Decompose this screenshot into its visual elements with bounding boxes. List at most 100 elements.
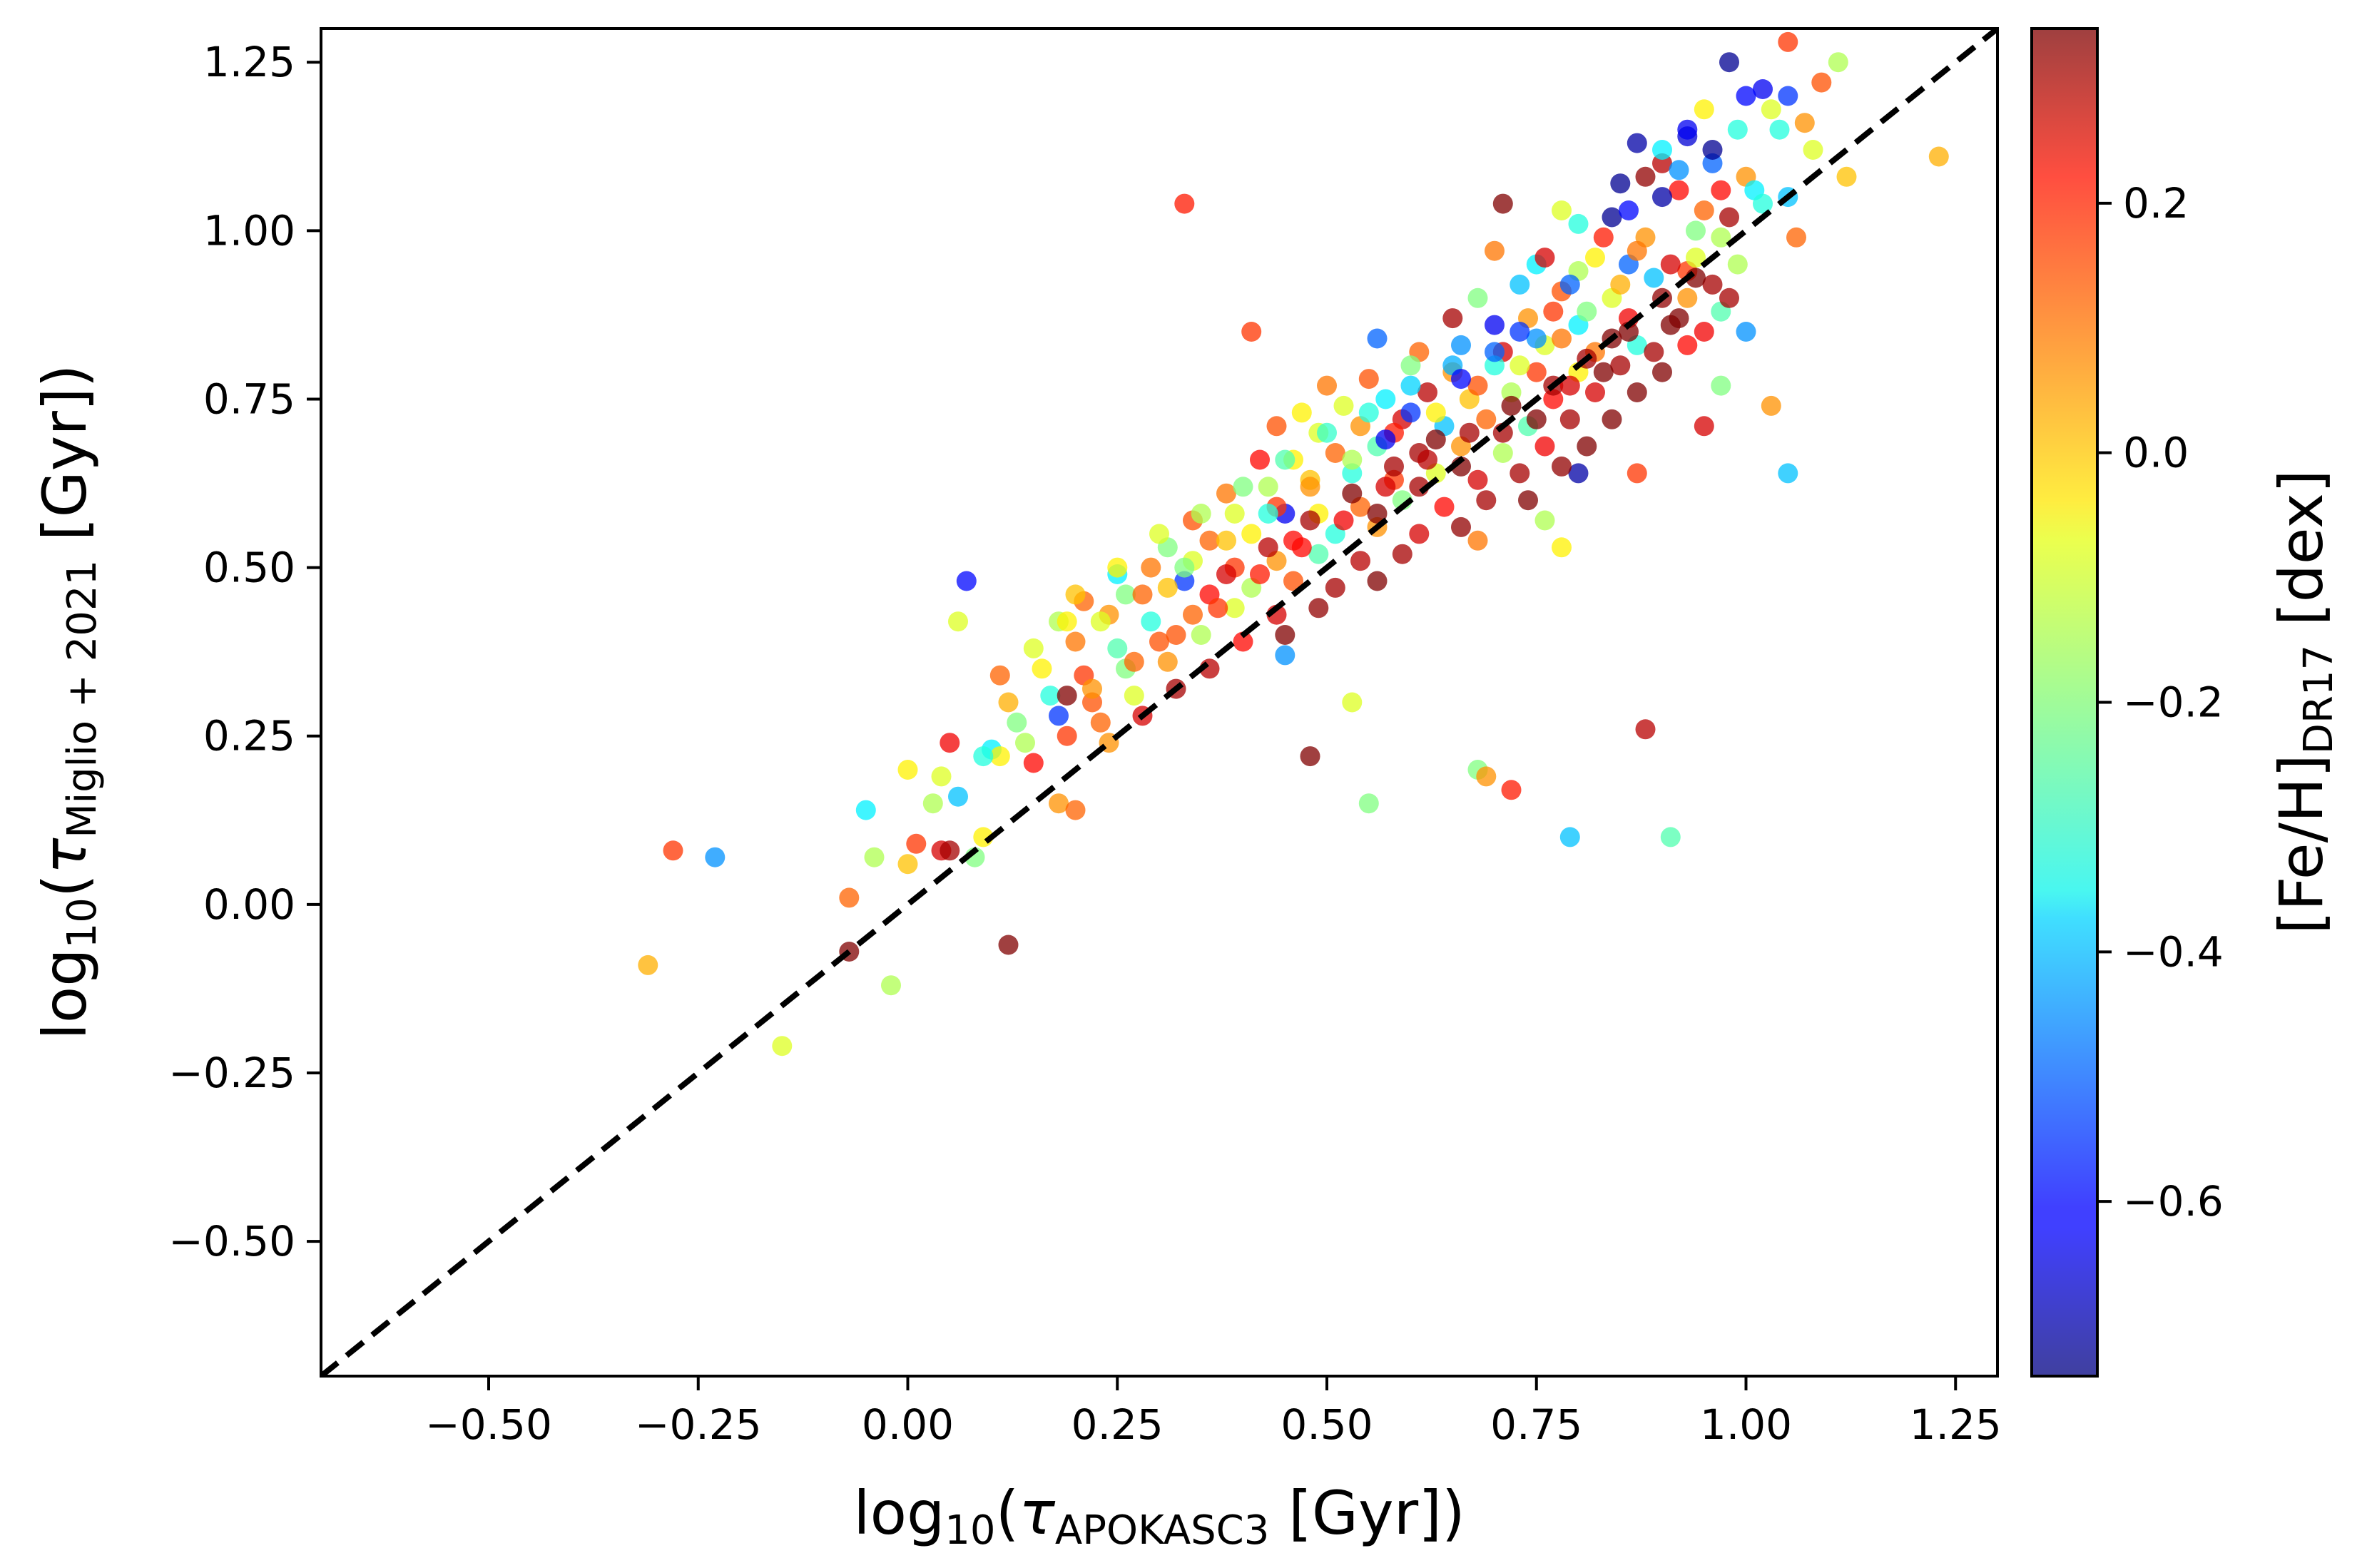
scatter-point — [1342, 449, 1363, 470]
scatter-point — [1258, 504, 1278, 524]
scatter-point — [1442, 308, 1463, 329]
scatter-point — [1149, 524, 1169, 544]
scatter-point — [1392, 544, 1412, 564]
scatter-point — [1291, 537, 1312, 558]
scatter-point — [1485, 342, 1505, 362]
scatter-point — [1065, 800, 1086, 820]
scatter-point — [1577, 436, 1597, 457]
scatter-point — [1375, 429, 1396, 450]
x-tick-label: 0.75 — [1490, 1400, 1582, 1449]
scatter-point — [998, 935, 1019, 955]
scatter-point — [1425, 429, 1446, 450]
scatter-point — [1467, 287, 1488, 308]
scatter-point — [1166, 625, 1186, 645]
scatter-point — [1417, 449, 1437, 470]
scatter-point — [1317, 422, 1337, 443]
x-tick-label: −0.50 — [425, 1400, 552, 1449]
scatter-point — [1719, 287, 1739, 308]
scatter-point — [1174, 557, 1195, 578]
scatter-point — [1384, 456, 1404, 477]
scatter-point — [1753, 193, 1773, 214]
scatter-point — [1501, 395, 1522, 416]
scatter-point — [1518, 490, 1538, 511]
reference-line-layer — [321, 29, 1997, 1376]
scatter-point — [940, 840, 960, 861]
scatter-point — [772, 1036, 793, 1057]
scatter-point — [1107, 557, 1128, 578]
scatter-point — [1057, 611, 1077, 632]
scatter-point — [1568, 213, 1589, 234]
scatter-point — [1476, 409, 1497, 429]
colorbar-tick-label: −0.4 — [2123, 927, 2224, 976]
scatter-point — [956, 571, 977, 591]
scatter-point — [1534, 436, 1555, 457]
scatter-point — [1275, 625, 1295, 645]
scatter-point — [1358, 793, 1379, 814]
scatter-point — [1510, 322, 1530, 342]
colorbar-tick-label: 0.0 — [2123, 429, 2189, 477]
scatter-point — [1702, 140, 1723, 160]
scatter-point — [1325, 577, 1345, 598]
scatter-point — [1778, 463, 1798, 484]
scatter-point — [1367, 571, 1388, 591]
identity-reference-line — [321, 29, 1997, 1376]
scatter-point — [1694, 416, 1714, 437]
colorbar — [2030, 27, 2099, 1378]
scatter-point — [1677, 119, 1698, 140]
x-tick-label: 0.00 — [862, 1400, 954, 1449]
scatter-point — [989, 746, 1010, 767]
scatter-point — [881, 975, 901, 996]
scatter-point — [1702, 274, 1723, 295]
x-tick-label: 1.25 — [1910, 1400, 2002, 1449]
scatter-point — [864, 847, 885, 867]
scatter-point — [1501, 780, 1522, 800]
scatter-point — [1283, 571, 1303, 591]
scatter-point — [1627, 240, 1647, 261]
scatter-point — [1275, 645, 1295, 666]
scatter-point — [1090, 611, 1111, 632]
scatter-point — [1627, 382, 1647, 402]
scatter-point — [1510, 355, 1530, 376]
y-tick-label: 0.75 — [203, 375, 295, 423]
scatter-point — [1141, 557, 1161, 578]
scatter-point — [1803, 140, 1823, 160]
scatter-point — [1526, 362, 1547, 382]
scatter-point — [1660, 254, 1681, 275]
scatter-point — [1534, 510, 1555, 531]
scatter-point — [1669, 160, 1689, 180]
y-tick-label: 0.25 — [203, 712, 295, 760]
scatter-point — [1358, 369, 1379, 390]
scatter-point — [1216, 530, 1236, 551]
scatter-point — [1543, 301, 1564, 322]
scatter-point — [1183, 604, 1203, 625]
scatter-point — [1669, 308, 1689, 329]
scatter-point — [1107, 638, 1128, 658]
scatter-point — [1023, 638, 1044, 658]
scatter-point — [1526, 328, 1547, 349]
scatter-point — [1652, 187, 1672, 208]
scatter-point — [1476, 766, 1497, 787]
x-tick-label: 0.25 — [1071, 1400, 1164, 1449]
scatter-point — [638, 954, 658, 975]
scatter-point — [1157, 651, 1178, 672]
scatter-point — [1534, 248, 1555, 268]
scatter-point — [906, 833, 927, 854]
scatter-point — [1711, 227, 1731, 248]
scatter-point — [1434, 497, 1455, 517]
scatter-point — [1467, 375, 1488, 396]
scatter-point — [1794, 113, 1815, 133]
scatter-point — [897, 854, 918, 875]
scatter-point — [1023, 753, 1044, 773]
scatter-point — [1585, 382, 1605, 402]
scatter-point — [1568, 463, 1589, 484]
scatter-point — [1049, 706, 1069, 726]
colorbar-tick-label: −0.6 — [2123, 1177, 2224, 1226]
scatter-point — [973, 746, 994, 767]
scatter-point — [1275, 449, 1295, 470]
scatter-point — [1241, 524, 1262, 544]
scatter-point — [1635, 719, 1656, 740]
scatter-point — [1836, 166, 1857, 187]
scatter-point — [1233, 631, 1253, 652]
scatter-point — [1652, 362, 1672, 382]
